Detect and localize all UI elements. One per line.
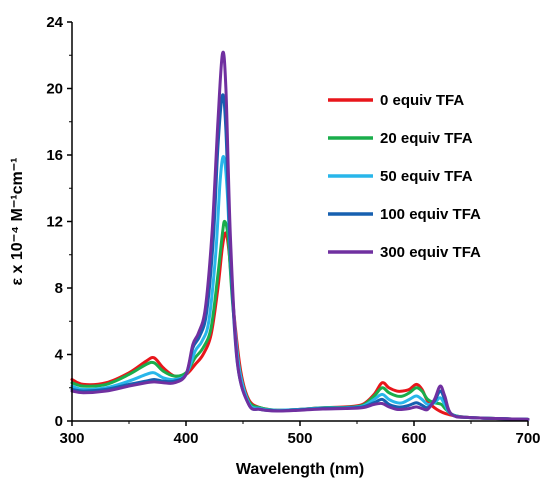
y-tick-label: 16	[46, 147, 63, 164]
x-tick-label: 400	[173, 430, 198, 447]
series-line-2	[70, 155, 530, 421]
x-axis-title: Wavelength (nm)	[236, 461, 364, 478]
x-tick-label: 700	[515, 430, 540, 447]
y-tick-label: 0	[55, 413, 63, 430]
y-tick-label: 24	[46, 14, 63, 31]
x-tick-label: 300	[59, 430, 84, 447]
y-tick-label: 4	[55, 347, 64, 364]
y-axis-title: ε x 10⁻⁴ M⁻¹cm⁻¹	[9, 158, 26, 286]
y-tick-label: 20	[46, 81, 63, 98]
series-line-4	[70, 50, 530, 421]
legend-label-0: 0 equiv TFA	[380, 92, 464, 109]
y-tick-label: 8	[55, 280, 63, 297]
x-tick-label: 500	[287, 430, 312, 447]
legend-label-2: 50 equiv TFA	[380, 168, 473, 185]
legend-label-1: 20 equiv TFA	[380, 130, 473, 147]
legend-label-4: 300 equiv TFA	[380, 244, 481, 261]
series-layer	[70, 50, 530, 421]
x-tick-label: 600	[401, 430, 426, 447]
ticks-layer: 300 400 500 600 700 0 4 8 12 16 20 24	[46, 14, 540, 447]
legend: 0 equiv TFA 20 equiv TFA 50 equiv TFA 100 e…	[328, 92, 481, 261]
legend-label-3: 100 equiv TFA	[380, 206, 481, 223]
y-tick-label: 12	[46, 214, 63, 231]
